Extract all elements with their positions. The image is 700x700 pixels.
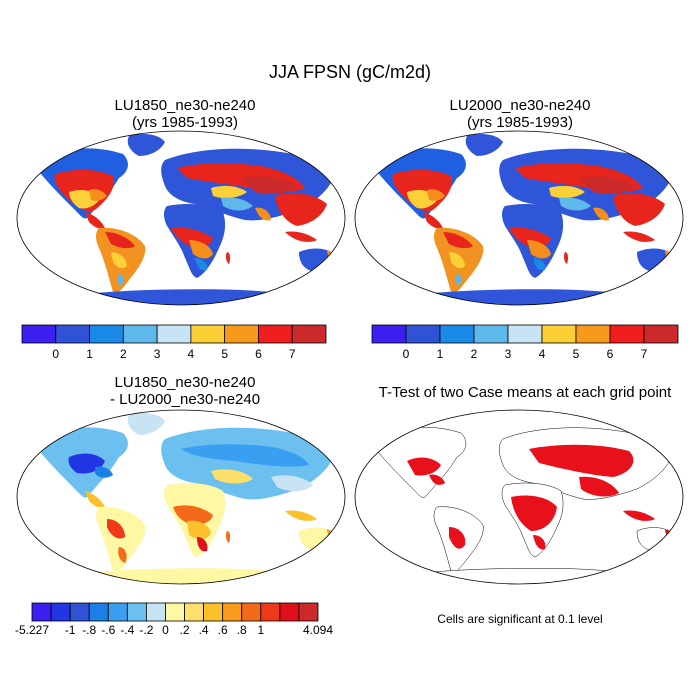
colorbar-difference-swatch	[203, 602, 224, 622]
colorbar-difference-tick-label: -.2	[139, 623, 153, 637]
colorbar-difference-swatch	[165, 602, 185, 622]
colorbar-lu1850-tick-label: 7	[289, 347, 296, 361]
colorbar-difference-tick-label: -1	[65, 623, 76, 637]
panel2-title: LU2000_ne30-ne240 (yrs 1985-1993)	[449, 97, 591, 131]
significance-note: Cells are significant at 0.1 level	[437, 612, 603, 626]
colorbar-lu1850-tick-label: 2	[120, 347, 127, 361]
colorbar-lu2000-tick-label: 0	[403, 347, 410, 361]
colorbar-difference-swatch	[222, 602, 243, 622]
colorbar-lu2000-swatch	[643, 324, 679, 344]
colorbar-difference-swatch	[279, 602, 300, 622]
colorbar-difference-swatch	[107, 602, 128, 622]
colorbar-lu1850-tick-label: 6	[255, 347, 262, 361]
colorbar-lu2000-swatch	[439, 324, 475, 344]
colorbar-lu2000-swatch	[575, 324, 611, 344]
colorbar-lu1850-tick-label: 4	[188, 347, 195, 361]
colorbar-difference: -5.227 -1 -.8 -.6 -.4 -.2 0 .2 .4 .6 .8 1 4.094	[15, 602, 333, 637]
colorbar-difference-swatch	[50, 602, 71, 622]
colorbar-lu2000-swatch	[371, 324, 407, 344]
colorbar-difference-tick-label: .6	[218, 623, 228, 637]
colorbar-lu1850-tick-label: 0	[52, 347, 59, 361]
colorbar-lu2000-tick-label: 7	[641, 347, 648, 361]
colorbar-lu1850-swatch	[224, 324, 259, 344]
panel3-title: LU1850_ne30-ne240- LU2000_ne30-ne240	[109, 374, 261, 408]
colorbar-difference-tick-label: .8	[237, 623, 247, 637]
colorbar-lu1850-swatch	[291, 324, 327, 344]
map-panel-lu1850	[16, 130, 346, 306]
colorbar-difference-swatch	[184, 602, 205, 622]
colorbar-lu2000-tick-label: 5	[573, 347, 580, 361]
colorbar-difference-swatch	[126, 602, 147, 622]
colorbar-lu2000-tick-label: 2	[471, 347, 478, 361]
colorbar-lu2000-swatch	[541, 324, 577, 344]
colorbar-difference-tick-label: -.8	[82, 623, 96, 637]
colorbar-difference-swatch	[145, 602, 166, 622]
colorbar-difference-tick-label: -5.227	[15, 623, 49, 637]
colorbar-lu1850-tick-label: 1	[86, 347, 93, 361]
colorbar-lu2000-swatch	[609, 324, 645, 344]
colorbar-lu2000-tick-label: 6	[607, 347, 614, 361]
colorbar-lu2000-tick-label: 3	[505, 347, 512, 361]
colorbar-lu2000-swatch	[507, 324, 543, 344]
colorbar-difference-swatch	[31, 602, 52, 622]
panel1-title: LU1850_ne30-ne240 (yrs 1985-1993)	[114, 97, 256, 131]
colorbar-difference-swatch	[260, 602, 281, 622]
colorbar-lu2000-swatch	[405, 324, 441, 344]
colorbar-difference-tick-label: -.6	[101, 623, 115, 637]
colorbar-lu1850-tick-label: 5	[221, 347, 228, 361]
colorbar-lu1850-swatch	[190, 324, 226, 344]
colorbar-difference-swatch	[241, 602, 262, 622]
colorbar-lu1850-swatch	[55, 324, 90, 344]
panel4-title: T-Test of two Case means at each grid po…	[378, 384, 672, 401]
colorbar-lu1850-swatch	[89, 324, 124, 344]
colorbar-difference-tick-label: 0	[162, 623, 169, 637]
colorbar-difference-swatch	[298, 602, 319, 622]
colorbar-lu1850-swatch	[122, 324, 158, 344]
colorbar-lu1850: 0 1 2 3 4 5 6 7	[21, 324, 327, 361]
colorbar-lu2000: 0 1 2 3 4 5 6 7	[371, 324, 679, 361]
colorbar-difference-tick-label: .2	[180, 623, 190, 637]
colorbar-difference-tick-label: 4.094	[303, 623, 333, 637]
colorbar-lu2000-tick-label: 1	[437, 347, 444, 361]
colorbar-lu1850-swatch	[156, 324, 192, 344]
map-panel-lu2000	[354, 130, 684, 306]
figure-title: JJA FPSN (gC/m2d)	[268, 62, 432, 82]
colorbar-difference-tick-label: .4	[199, 623, 209, 637]
colorbar-difference-tick-label: 1	[257, 623, 264, 637]
colorbar-lu2000-tick-label: 4	[539, 347, 546, 361]
colorbar-difference-tick-label: -.4	[120, 623, 134, 637]
colorbar-lu1850-swatch	[258, 324, 293, 344]
colorbar-difference-swatch	[88, 602, 109, 622]
colorbar-lu1850-tick-label: 3	[154, 347, 161, 361]
colorbar-lu2000-swatch	[473, 324, 509, 344]
map-panel-difference	[16, 409, 346, 585]
colorbar-difference-swatch	[69, 602, 90, 622]
colorbar-lu1850-swatch	[21, 324, 57, 344]
map-panel-ttest	[354, 409, 684, 585]
